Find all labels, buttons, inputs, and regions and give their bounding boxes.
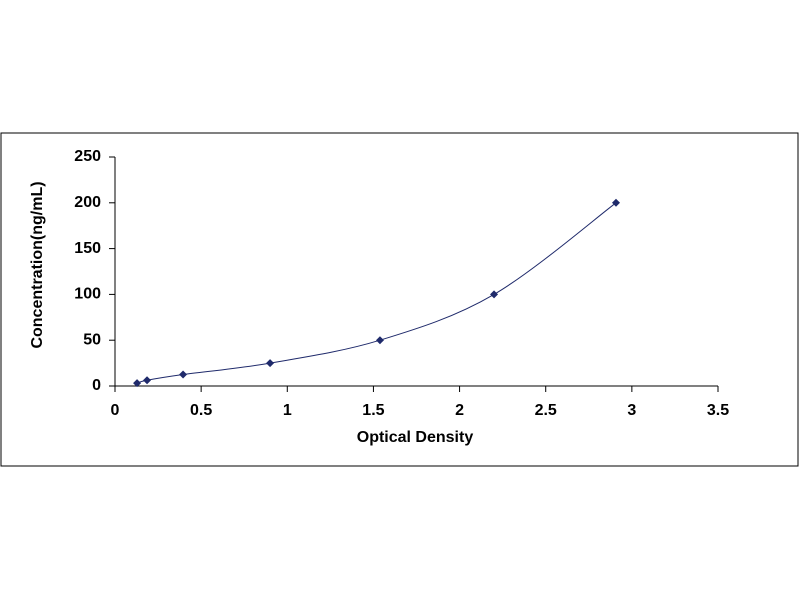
x-tick-label: 1 xyxy=(283,402,292,419)
fit-curve xyxy=(136,202,617,384)
x-tick-label: 1.5 xyxy=(362,402,384,419)
data-point xyxy=(143,376,152,385)
y-axis-label: Concentration(ng/mL) xyxy=(29,181,46,348)
x-tick-label: 3.5 xyxy=(707,402,729,419)
data-point xyxy=(375,336,384,345)
x-tick-label: 2.5 xyxy=(535,402,557,419)
x-tick-label: 0.5 xyxy=(190,402,212,419)
x-tick-label: 3 xyxy=(627,402,636,419)
y-tick-label: 100 xyxy=(74,286,101,303)
chart-frame xyxy=(0,132,799,467)
x-tick-label: 2 xyxy=(455,402,464,419)
y-tick-label: 250 xyxy=(74,148,101,165)
data-point xyxy=(133,379,142,388)
y-tick-label: 200 xyxy=(74,194,101,211)
y-tick-label: 50 xyxy=(83,331,101,348)
y-tick-label: 150 xyxy=(74,240,101,257)
data-point xyxy=(179,370,188,379)
data-point xyxy=(490,290,499,299)
data-point xyxy=(266,359,275,368)
x-axis-label: Optical Density xyxy=(357,429,474,446)
data-point xyxy=(612,198,621,207)
y-tick-label: 0 xyxy=(92,377,101,394)
x-tick-label: 0 xyxy=(111,402,120,419)
